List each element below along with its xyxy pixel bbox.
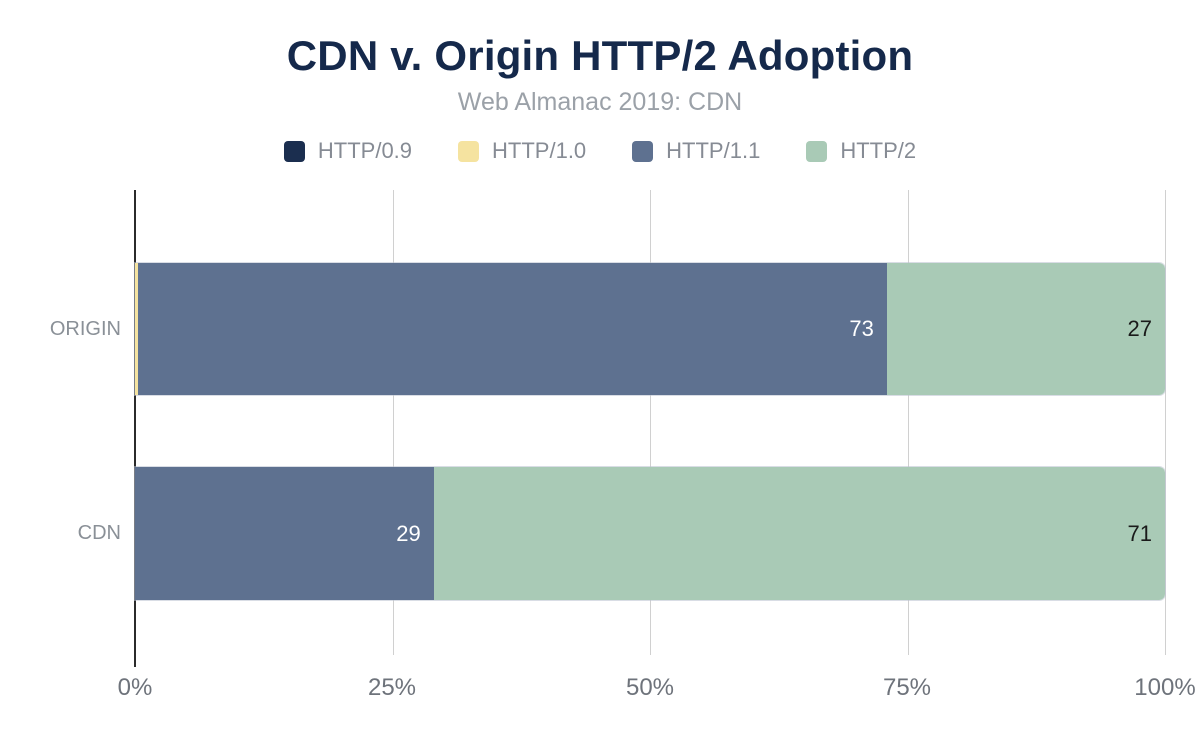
bar-value-label: 73 (849, 316, 874, 341)
x-tick-label: 100% (1134, 674, 1196, 701)
chart-title: CDN v. Origin HTTP/2 Adoption (286, 32, 914, 79)
bar-segment-origin-http1.0[interactable] (135, 263, 139, 395)
chart-subtitle: Web Almanac 2019: CDN (457, 88, 743, 116)
legend-label: HTTP/2 (840, 138, 917, 163)
bar-segment-cdn-http1.1[interactable]: 29 (135, 467, 434, 600)
gridline-25 (392, 190, 394, 655)
gridline-100 (1165, 190, 1166, 655)
bar-segment-cdn-http2[interactable]: 71 (433, 467, 1165, 600)
bar-value-label: 29 (396, 520, 421, 546)
legend-swatch (458, 140, 480, 162)
category-label-cdn: CDN (77, 522, 121, 544)
legend-label: HTTP/0.9 (317, 138, 413, 163)
y-axis-line (134, 190, 136, 667)
x-tick-label: 25% (367, 674, 417, 701)
x-tick-label: 50% (625, 674, 675, 701)
bar-value-label: 71 (1127, 520, 1152, 546)
legend-swatch (283, 140, 305, 162)
legend-label: HTTP/1.0 (492, 138, 587, 163)
gridline-75 (907, 190, 909, 655)
legend-item-http2[interactable]: HTTP/2 (806, 138, 916, 164)
legend: HTTP/0.9 HTTP/1.0 HTTP/1.1 HTTP/2 (0, 138, 1200, 164)
category-label-origin: ORIGIN (49, 318, 121, 340)
gridline-50 (650, 190, 651, 655)
bar-value-label: 27 (1127, 316, 1152, 341)
bar-segment-origin-http2[interactable]: 27 (886, 263, 1165, 395)
bar-segment-origin-http1.1[interactable]: 73 (138, 263, 887, 395)
plot-area: 73 27 29 71 (134, 190, 1166, 667)
legend-item-http10[interactable]: HTTP/1.0 (458, 138, 586, 164)
legend-item-http09[interactable]: HTTP/0.9 (283, 138, 413, 164)
legend-swatch (806, 140, 828, 162)
bar-row: 29 71 (135, 467, 1165, 600)
x-tick-label: 0% (117, 674, 153, 701)
legend-label: HTTP/1.1 (666, 138, 761, 163)
legend-swatch (632, 140, 654, 162)
legend-item-http11[interactable]: HTTP/1.1 (632, 138, 760, 164)
x-tick-label: 75% (882, 674, 932, 701)
bar-row: 73 27 (135, 263, 1165, 395)
